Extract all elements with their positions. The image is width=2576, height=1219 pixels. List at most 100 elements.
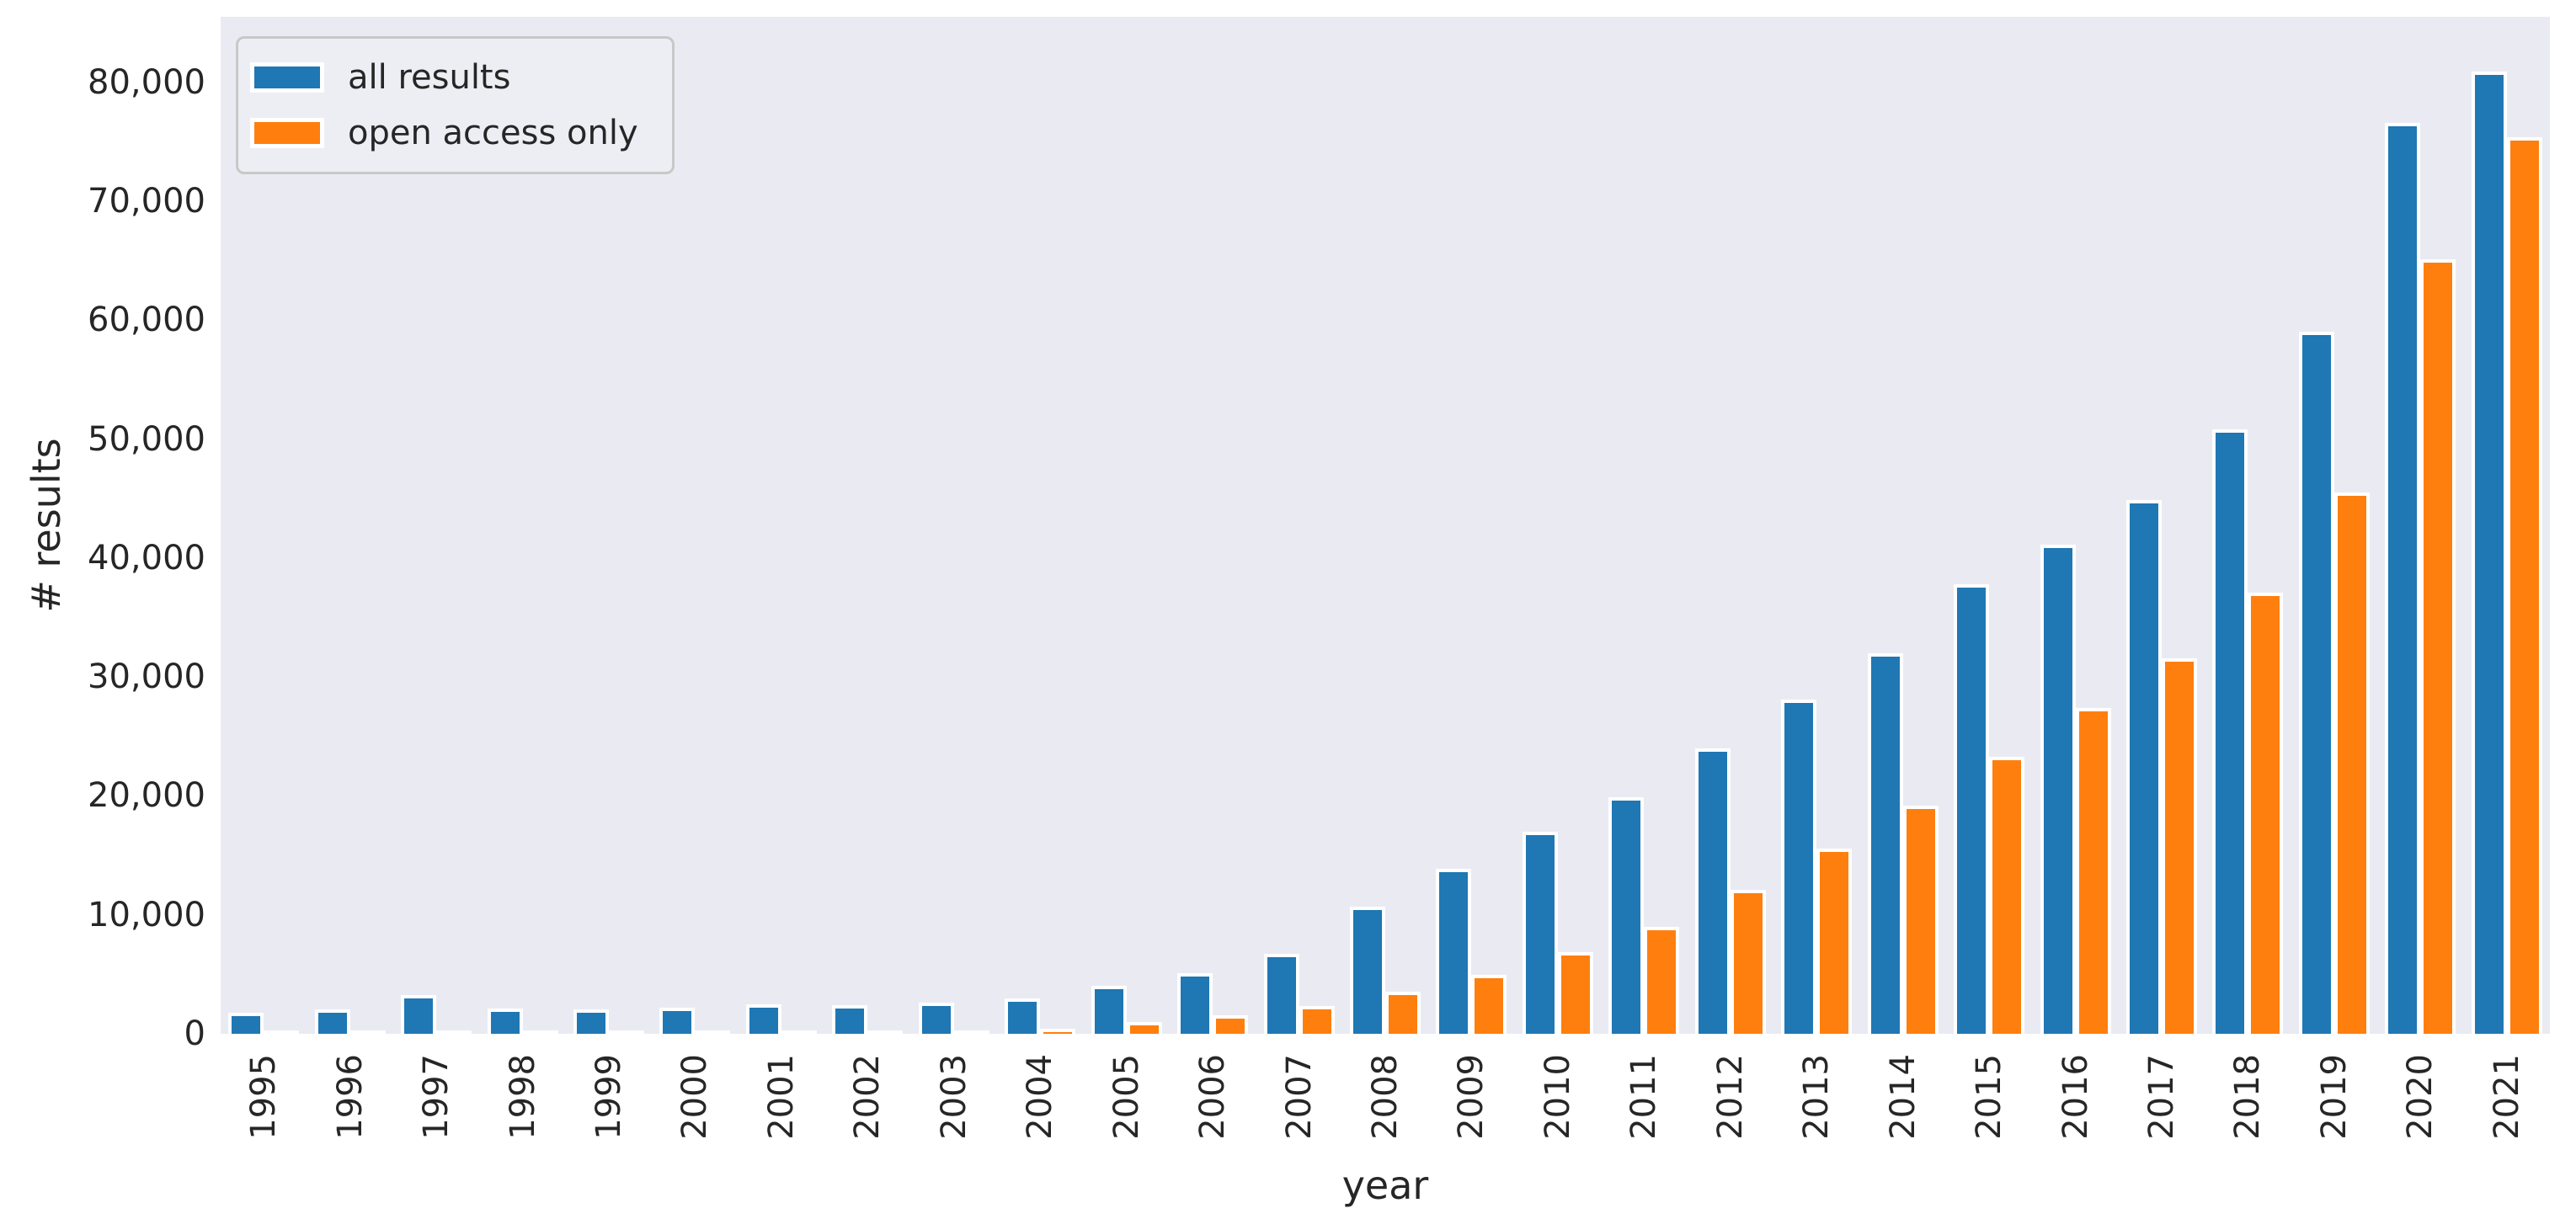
bar-all-results-2004 [1005, 998, 1041, 1034]
bar-all-results-2010 [1522, 832, 1558, 1034]
bar-open-access-only-2018 [2248, 593, 2284, 1034]
x-tick-label: 2003 [934, 1054, 973, 1140]
bar-all-results-2006 [1177, 973, 1213, 1034]
bar-open-access-only-2006 [1213, 1015, 1249, 1034]
bar-all-results-1995 [228, 1013, 264, 1034]
bar-all-results-2009 [1436, 869, 1472, 1034]
x-tick-label: 2009 [1452, 1054, 1491, 1140]
y-tick-label: 60,000 [88, 301, 205, 340]
bar-all-results-2021 [2471, 72, 2507, 1034]
y-tick-label: 70,000 [88, 181, 205, 221]
x-tick-label: 2000 [675, 1054, 715, 1140]
x-tick-label: 2001 [761, 1054, 801, 1140]
y-tick-label: 20,000 [88, 776, 205, 816]
x-tick-label: 2005 [1107, 1054, 1146, 1140]
bar-all-results-2014 [1867, 653, 1903, 1034]
bar-all-results-2020 [2385, 123, 2421, 1034]
x-tick-label: 2014 [1883, 1054, 1923, 1140]
bar-all-results-2018 [2212, 429, 2248, 1034]
bar-open-access-only-2008 [1385, 992, 1421, 1034]
legend-swatch-open-access-only [250, 118, 324, 148]
bar-open-access-only-1997 [436, 1030, 472, 1034]
legend-item-all-results: all results [250, 52, 638, 103]
bar-all-results-2003 [918, 1003, 954, 1034]
x-tick-label: 1997 [417, 1054, 456, 1140]
x-tick-label: 2017 [2142, 1054, 2181, 1140]
bar-open-access-only-2019 [2333, 492, 2370, 1034]
bar-all-results-2011 [1608, 797, 1645, 1034]
bar-open-access-only-1996 [349, 1030, 386, 1034]
x-tick-label: 1999 [589, 1054, 628, 1140]
x-tick-label: 2019 [2314, 1054, 2354, 1140]
bar-all-results-2013 [1781, 700, 1817, 1034]
bar-all-results-2016 [2040, 545, 2076, 1034]
bar-all-results-1997 [401, 995, 437, 1034]
x-tick-label: 2018 [2228, 1054, 2268, 1140]
x-tick-label: 2012 [1710, 1054, 1750, 1140]
bar-open-access-only-2007 [1299, 1006, 1335, 1034]
bar-open-access-only-2010 [1557, 952, 1593, 1034]
bar-all-results-2005 [1091, 986, 1127, 1034]
legend-label-open-access-only: open access only [348, 114, 638, 152]
x-tick-label: 2020 [2401, 1054, 2440, 1140]
y-tick-label: 0 [184, 1014, 205, 1053]
bar-open-access-only-2004 [1040, 1029, 1076, 1034]
legend-label-all-results: all results [348, 58, 511, 97]
bar-all-results-2007 [1263, 954, 1299, 1034]
legend-item-open-access-only: open access only [250, 108, 638, 158]
bar-all-results-2012 [1694, 748, 1731, 1034]
x-tick-label: 1998 [503, 1054, 542, 1140]
x-tick-label: 2016 [2056, 1054, 2095, 1140]
bar-all-results-2008 [1350, 907, 1385, 1034]
x-tick-label: 2002 [848, 1054, 888, 1140]
x-tick-label: 2021 [2487, 1054, 2526, 1140]
x-axis-label: year [1341, 1163, 1429, 1208]
bar-all-results-2015 [1954, 584, 1990, 1034]
bar-open-access-only-2013 [1816, 849, 1853, 1034]
bar-all-results-1996 [314, 1009, 350, 1034]
legend-swatch-all-results [250, 62, 324, 93]
bar-all-results-2019 [2298, 332, 2334, 1034]
x-tick-label: 2008 [1366, 1054, 1405, 1140]
x-tick-label: 2015 [1970, 1054, 2009, 1140]
x-tick-label: 1995 [244, 1054, 284, 1140]
y-axis-label: # results [24, 438, 69, 613]
bar-open-access-only-2015 [1989, 757, 2025, 1034]
bar-open-access-only-2001 [781, 1030, 817, 1034]
x-tick-label: 2013 [1797, 1054, 1837, 1140]
x-tick-label: 2011 [1624, 1054, 1664, 1140]
bar-open-access-only-2011 [1644, 927, 1680, 1034]
bar-all-results-2001 [745, 1004, 781, 1034]
bar-open-access-only-1995 [264, 1030, 300, 1034]
y-tick-label: 30,000 [88, 657, 205, 697]
bar-open-access-only-2014 [1902, 806, 1939, 1034]
y-tick-label: 80,000 [88, 62, 205, 102]
bar-open-access-only-2017 [2162, 658, 2197, 1034]
legend: all results open access only [236, 36, 675, 174]
x-tick-label: 2007 [1279, 1054, 1319, 1140]
bar-all-results-1998 [487, 1009, 523, 1034]
bar-open-access-only-2000 [695, 1030, 731, 1034]
x-tick-label: 2006 [1193, 1054, 1233, 1140]
bar-open-access-only-2009 [1471, 975, 1507, 1034]
bar-open-access-only-2005 [1126, 1022, 1162, 1034]
bar-all-results-2002 [832, 1005, 868, 1034]
x-tick-label: 1996 [330, 1054, 370, 1140]
bar-open-access-only-2021 [2506, 137, 2542, 1034]
bar-all-results-2000 [659, 1008, 696, 1034]
bar-open-access-only-1998 [522, 1030, 558, 1034]
bar-open-access-only-1999 [609, 1030, 644, 1034]
y-tick-label: 10,000 [88, 895, 205, 934]
y-tick-label: 40,000 [88, 538, 205, 578]
y-tick-label: 50,000 [88, 419, 205, 459]
bar-open-access-only-2012 [1730, 890, 1766, 1034]
x-tick-label: 2010 [1538, 1054, 1577, 1140]
plot-area [221, 17, 2550, 1034]
bar-open-access-only-2016 [2075, 708, 2111, 1034]
x-tick-label: 2004 [1021, 1054, 1060, 1140]
bar-all-results-1999 [573, 1009, 609, 1034]
bar-open-access-only-2003 [953, 1030, 989, 1034]
bar-all-results-2017 [2126, 500, 2162, 1034]
bar-open-access-only-2020 [2420, 259, 2456, 1034]
